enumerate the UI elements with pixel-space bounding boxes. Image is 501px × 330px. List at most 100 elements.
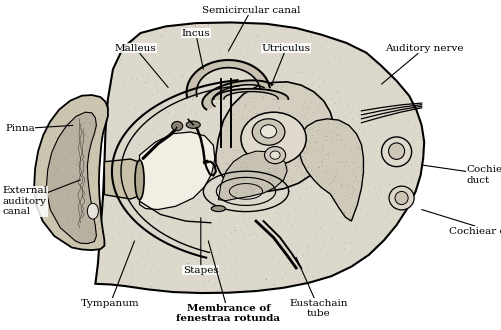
Point [318,140,326,145]
Point [86,206,94,212]
Point [342,197,350,203]
Point [137,284,145,289]
Point [261,186,269,192]
Point [374,186,382,192]
Point [65,231,73,237]
Point [249,191,257,196]
Point [330,174,338,179]
Point [316,159,324,164]
Point [275,104,283,110]
Point [343,177,351,182]
Point [61,149,69,155]
Point [67,213,75,218]
Point [229,160,237,166]
Point [272,167,280,172]
Point [266,184,274,190]
Point [90,180,98,185]
Point [60,107,68,113]
Point [323,123,331,128]
Point [368,144,376,149]
Point [54,210,62,215]
Point [109,123,117,128]
Point [51,172,59,177]
Point [214,219,222,225]
Point [192,120,200,125]
Point [218,165,226,170]
Point [180,192,188,197]
Point [135,152,143,158]
Point [49,119,57,124]
Point [341,183,349,188]
Point [195,154,203,159]
Point [276,147,284,152]
Point [149,126,157,131]
Point [317,158,325,163]
Point [196,69,204,74]
Point [337,137,345,143]
Point [320,133,328,138]
Point [66,233,74,238]
Point [75,229,83,235]
Point [235,206,243,211]
Point [133,208,141,213]
Point [252,232,260,238]
Point [47,160,55,166]
Point [309,122,317,127]
Point [117,61,125,66]
Point [325,181,333,186]
Point [339,239,347,244]
Point [280,111,288,116]
Point [306,99,314,105]
Point [397,92,405,98]
Point [53,158,61,163]
Point [36,157,44,162]
Point [345,213,353,218]
Point [90,219,98,225]
Point [241,196,249,202]
Point [104,94,112,100]
Point [237,183,245,189]
Point [78,210,86,215]
Point [317,45,325,50]
Point [296,127,304,132]
Point [266,139,274,145]
Point [351,146,359,151]
Point [382,233,390,239]
Point [101,181,109,186]
Point [241,164,249,169]
Point [197,281,205,286]
Point [272,165,280,171]
Point [178,74,186,79]
Point [81,226,89,231]
Point [316,225,324,231]
Point [66,183,74,189]
Point [147,91,155,96]
Point [299,142,307,147]
Point [78,167,86,172]
Point [277,178,285,183]
Point [274,129,282,135]
Point [135,167,143,173]
Point [188,96,196,101]
Point [351,140,359,146]
Point [330,54,338,60]
Point [131,283,139,289]
Point [262,131,270,136]
Point [365,167,373,172]
Point [278,84,286,89]
Point [59,159,67,164]
Point [210,88,218,94]
Point [350,160,358,166]
Point [253,72,261,77]
Ellipse shape [135,160,144,200]
Polygon shape [104,159,138,199]
Point [221,121,229,126]
Point [354,144,362,149]
Point [40,206,48,211]
Point [340,40,348,46]
Point [77,120,85,125]
Point [68,165,76,170]
Point [172,135,180,140]
Point [73,211,81,216]
Point [203,278,211,283]
